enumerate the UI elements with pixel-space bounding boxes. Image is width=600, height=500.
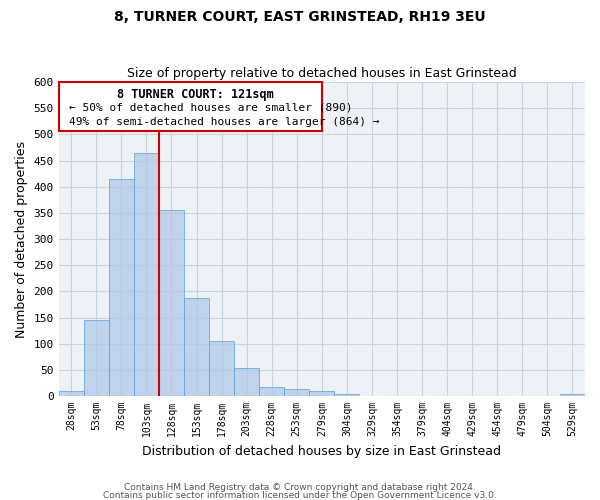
Bar <box>209 341 234 396</box>
Text: ← 50% of detached houses are smaller (890): ← 50% of detached houses are smaller (89… <box>69 102 353 113</box>
X-axis label: Distribution of detached houses by size in East Grinstead: Distribution of detached houses by size … <box>142 444 502 458</box>
Bar <box>284 388 310 396</box>
Bar <box>234 368 259 396</box>
FancyBboxPatch shape <box>59 82 322 130</box>
Text: Contains public sector information licensed under the Open Government Licence v3: Contains public sector information licen… <box>103 490 497 500</box>
Y-axis label: Number of detached properties: Number of detached properties <box>15 140 28 338</box>
Title: Size of property relative to detached houses in East Grinstead: Size of property relative to detached ho… <box>127 66 517 80</box>
Bar <box>59 391 84 396</box>
Text: 49% of semi-detached houses are larger (864) →: 49% of semi-detached houses are larger (… <box>69 117 380 127</box>
Text: 8 TURNER COURT: 121sqm: 8 TURNER COURT: 121sqm <box>117 88 274 101</box>
Text: 8, TURNER COURT, EAST GRINSTEAD, RH19 3EU: 8, TURNER COURT, EAST GRINSTEAD, RH19 3E… <box>114 10 486 24</box>
Bar <box>109 179 134 396</box>
Bar <box>159 210 184 396</box>
Bar <box>84 320 109 396</box>
Bar <box>134 152 159 396</box>
Bar <box>334 394 359 396</box>
Bar <box>184 298 209 396</box>
Bar <box>259 386 284 396</box>
Bar <box>310 391 334 396</box>
Text: Contains HM Land Registry data © Crown copyright and database right 2024.: Contains HM Land Registry data © Crown c… <box>124 484 476 492</box>
Bar <box>560 394 585 396</box>
